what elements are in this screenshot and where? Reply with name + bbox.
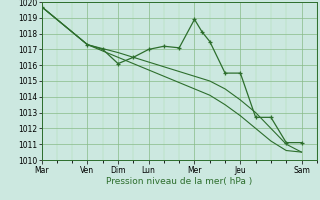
X-axis label: Pression niveau de la mer( hPa ): Pression niveau de la mer( hPa )	[106, 177, 252, 186]
